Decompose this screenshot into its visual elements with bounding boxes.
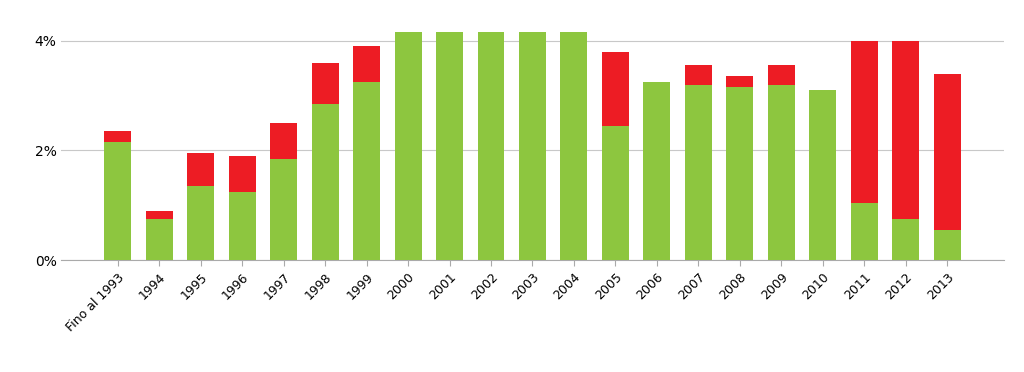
Bar [768,65,795,84]
Bar [892,219,920,260]
Bar [353,82,380,260]
Bar [187,153,214,186]
Bar [934,74,961,230]
Bar [892,41,920,219]
Bar [228,192,256,260]
Bar [394,32,422,260]
Bar [145,211,173,219]
Bar [145,219,173,260]
Bar [311,62,339,104]
Bar [270,159,297,260]
Bar [685,84,712,260]
Bar [436,32,463,260]
Bar [685,65,712,84]
Bar [643,82,671,260]
Bar [311,104,339,260]
Bar [104,131,131,142]
Bar [519,32,546,260]
Bar [809,90,837,260]
Bar [104,142,131,260]
Bar [187,186,214,260]
Bar [602,52,629,126]
Bar [934,230,961,260]
Bar [477,32,505,260]
Bar [228,156,256,192]
Bar [270,123,297,159]
Bar [768,84,795,260]
Bar [560,32,588,260]
Bar [851,203,878,260]
Bar [726,76,754,87]
Bar [602,126,629,260]
Bar [851,41,878,203]
Bar [726,87,754,260]
Bar [353,46,380,82]
